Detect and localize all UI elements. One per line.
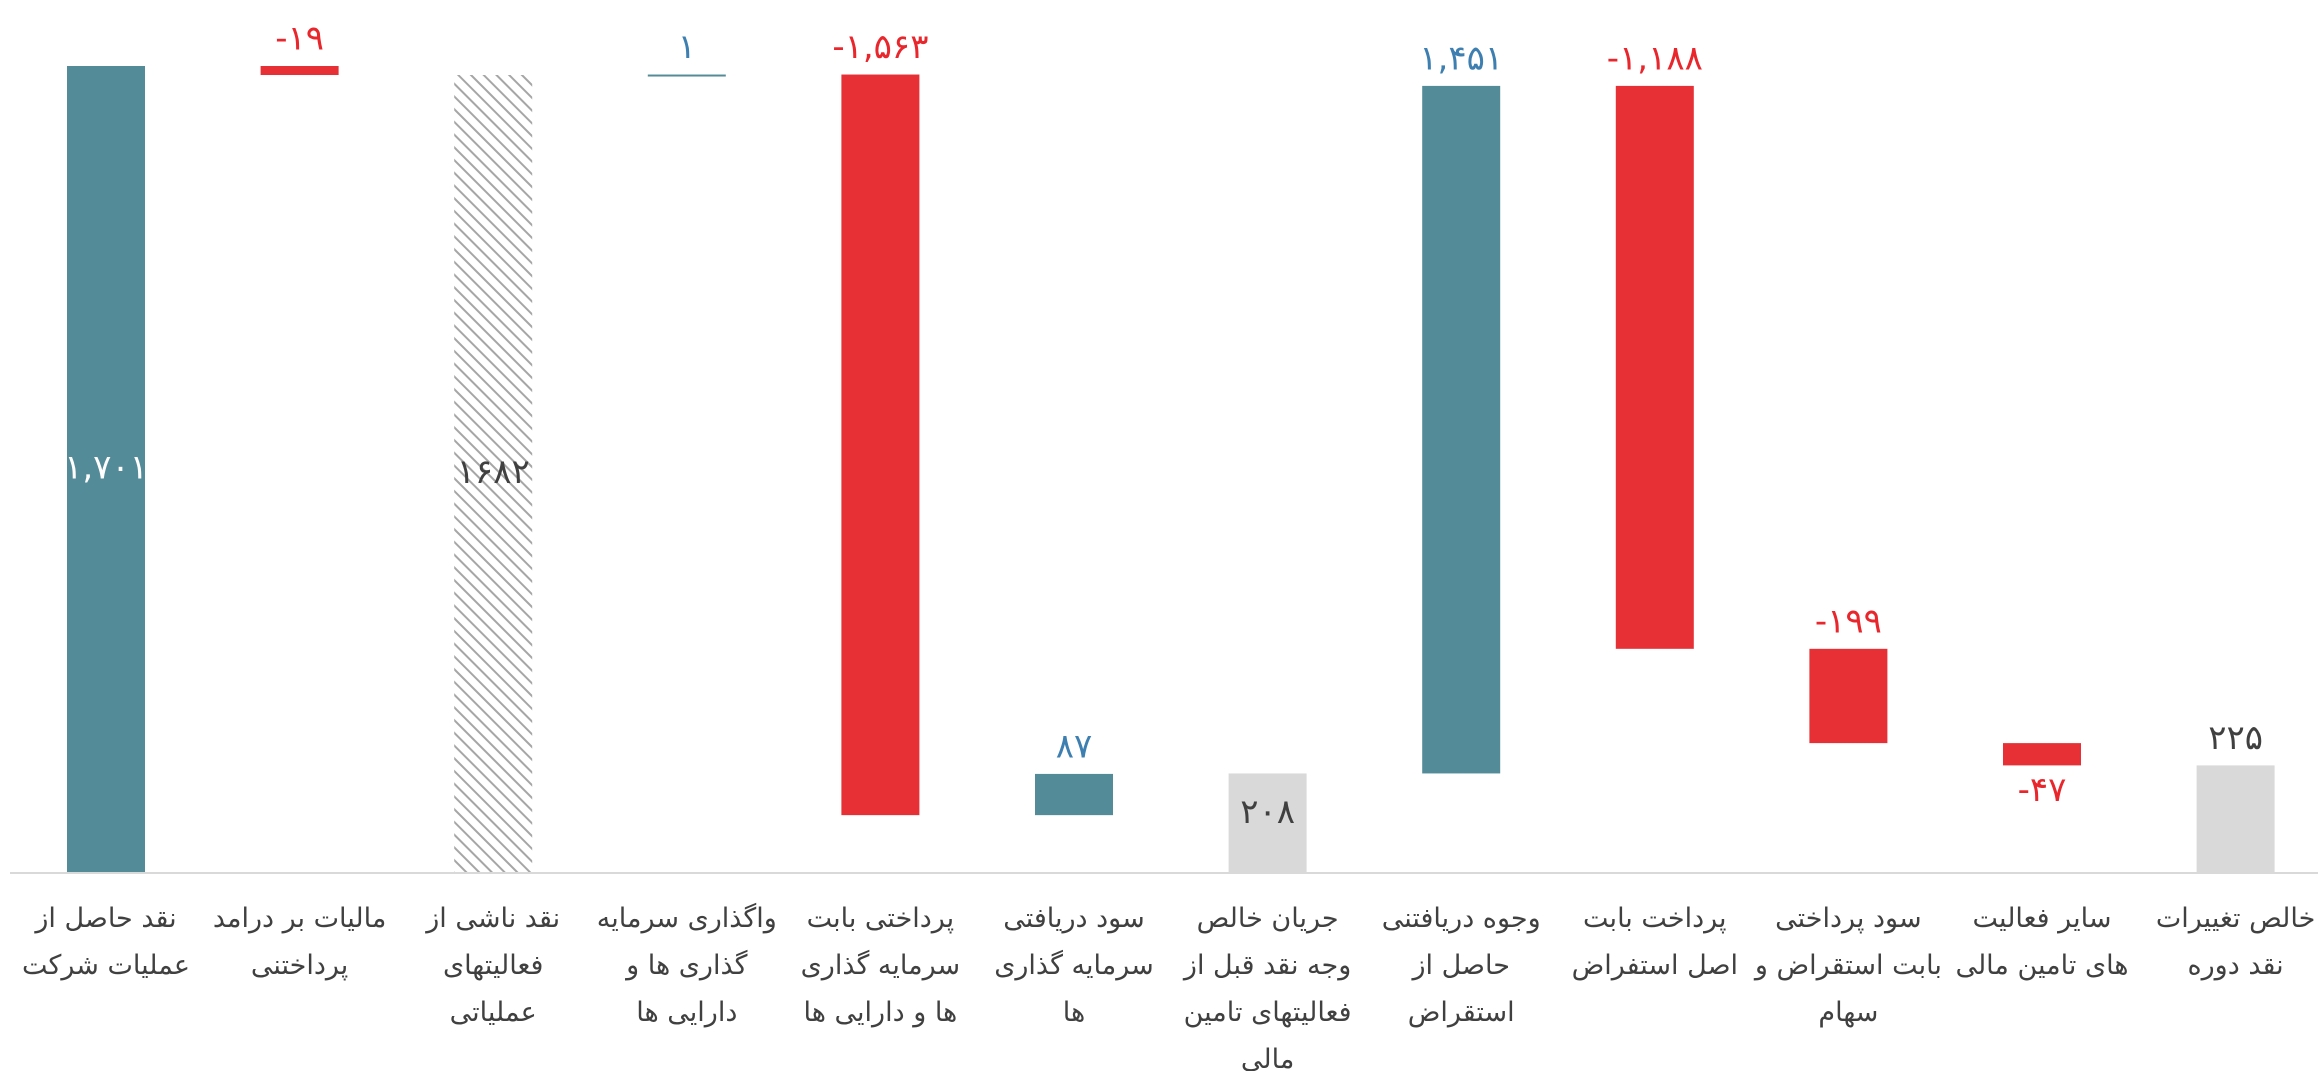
bar xyxy=(1809,648,1888,744)
bar xyxy=(67,66,145,872)
value-label: ۱ xyxy=(678,27,696,67)
bar xyxy=(647,74,726,77)
category-label: سود دریافتی سرمایه گذاری ها xyxy=(994,903,1154,1028)
bar xyxy=(454,75,533,873)
category-label: سود پرداختی بابت استقراض و سهام xyxy=(1754,903,1942,1028)
value-label: -۱,۱۸۸ xyxy=(1607,38,1703,78)
category-label: پرداختی بابت سرمایه گذاری ها و دارایی ها xyxy=(800,903,961,1028)
bar xyxy=(2003,743,2081,766)
bar xyxy=(2196,765,2275,872)
category-label: جریان خالص وجه نقد قبل از فعالیتهای تامی… xyxy=(1183,903,1352,1071)
bar xyxy=(260,66,339,76)
value-label: -۱۹۹ xyxy=(1815,601,1882,641)
category-label: سایر فعالیت های تامین مالی xyxy=(1955,903,2129,981)
bar xyxy=(1035,773,1113,816)
bar xyxy=(841,74,920,816)
category-label: خالص تغییرات نقد دوره xyxy=(2155,903,2316,981)
category-label: نقد حاصل از عملیات شرکت xyxy=(22,903,190,981)
value-label: -۴۷ xyxy=(2018,770,2067,810)
bar xyxy=(1615,85,1694,649)
value-label: ۱۶۸۲ xyxy=(457,452,530,492)
value-label: ۲۲۵ xyxy=(2208,718,2263,758)
category-label: واگذاری سرمایه گذاری ها و دارایی ها xyxy=(596,903,777,1028)
value-label: ۱,۴۵۱ xyxy=(1419,38,1503,78)
bar xyxy=(1422,85,1501,774)
bar xyxy=(1228,773,1307,872)
value-label: -۱,۵۶۳ xyxy=(832,27,928,67)
value-label: ۲۰۸ xyxy=(1240,792,1295,832)
value-label: ۱,۷۰۱ xyxy=(64,448,148,488)
category-label: نقد ناشی از فعالیتهای عملیاتی xyxy=(426,903,561,1028)
category-label: وجوه دریافتنی حاصل از استقراض xyxy=(1381,903,1541,1028)
category-label: پرداخت بابت اصل استفراض xyxy=(1571,903,1739,981)
value-label: -۱۹ xyxy=(275,19,324,59)
category-label: مالیات بر درامد پرداختنی xyxy=(212,903,387,981)
value-label: ۸۷ xyxy=(1056,726,1093,766)
